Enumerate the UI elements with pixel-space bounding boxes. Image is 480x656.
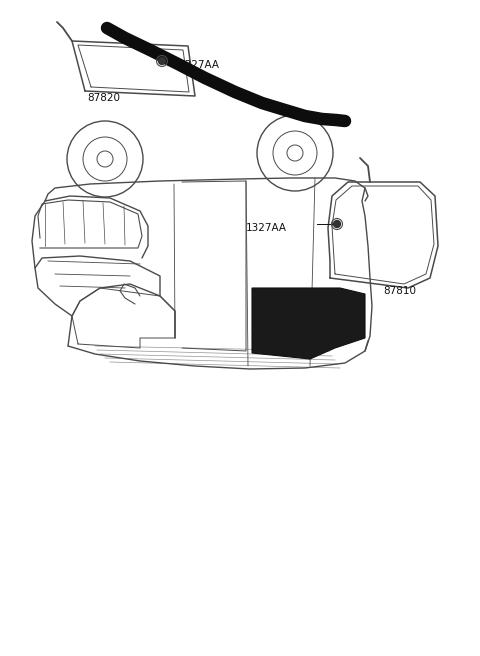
Text: 87810: 87810 [383, 286, 416, 296]
Circle shape [334, 220, 340, 228]
Text: 87820: 87820 [87, 93, 120, 103]
Circle shape [158, 58, 166, 64]
Text: 1327AA: 1327AA [179, 60, 220, 70]
Polygon shape [252, 288, 365, 359]
Text: 1327AA: 1327AA [246, 223, 287, 233]
